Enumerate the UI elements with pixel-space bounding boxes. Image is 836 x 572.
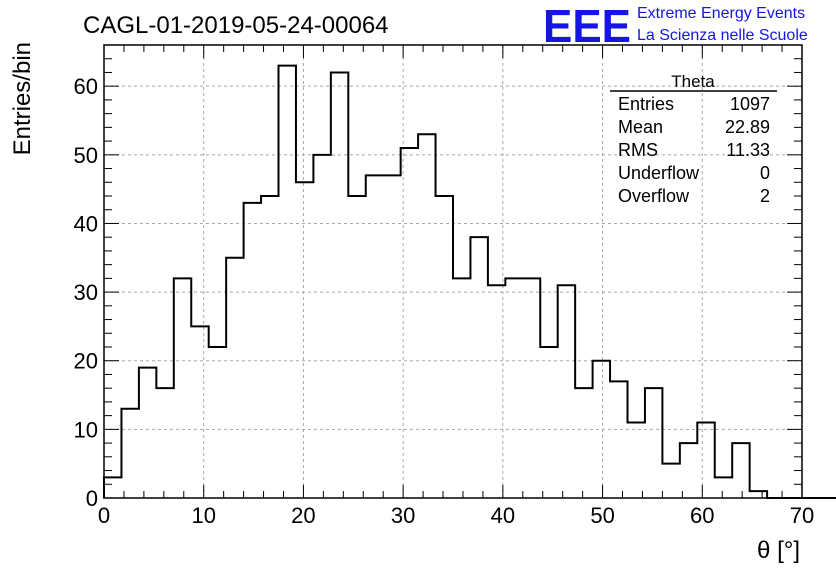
y-tick-label: 60 [74,74,98,99]
y-axis-label: Entries/bin [9,42,36,155]
x-tick-label: 60 [690,503,714,528]
histogram-outline [103,64,836,499]
stats-label: RMS [618,140,658,160]
y-tick-label: 50 [74,143,98,168]
stats-label: Mean [618,117,663,137]
x-tick-labels: 0 10 20 30 40 50 60 70 [98,503,814,528]
y-tick-label: 30 [74,280,98,305]
run-id-title: CAGL-01-2019-05-24-00064 [83,12,389,39]
stats-label: Overflow [618,186,690,206]
x-tick-label: 20 [291,503,315,528]
eee-logo-line2: La Scienza nelle Scuole [637,27,808,44]
x-tick-label: 10 [191,503,215,528]
plot-frame [103,44,803,499]
y-tick-label: 10 [74,417,98,442]
y-tick-labels: 0 10 20 30 40 50 60 [74,74,98,511]
eee-logo-mark: EEE [543,0,631,52]
x-tick-label: 70 [790,503,814,528]
stats-value: 1097 [730,94,770,114]
y-tick-label: 0 [86,486,98,511]
x-tick-label: 40 [491,503,515,528]
x-tick-label: 30 [391,503,415,528]
stats-label: Underflow [618,163,700,183]
x-axis-label: θ [°] [757,537,800,564]
stats-value: 11.33 [726,140,770,160]
x-tick-label: 0 [98,503,110,528]
stats-label: Entries [618,94,674,114]
stats-value: 0 [760,163,770,183]
y-tick-label: 40 [74,211,98,236]
stats-title: Theta [671,72,715,91]
eee-logo-line1: Extreme Energy Events [637,5,805,22]
stats-value: 22.89 [725,117,770,137]
stats-box: Theta Entries 1097 Mean 22.89 RMS 11.33 Underf… [610,72,777,206]
y-tick-label: 20 [74,349,98,374]
stats-rows: Entries 1097 Mean 22.89 RMS 11.33 Underflow 0 Ov… [618,94,770,206]
eee-logo: EEE Extreme Energy Events La Scienza nel… [543,0,808,52]
stats-value: 2 [760,186,770,206]
x-tick-label: 50 [590,503,614,528]
